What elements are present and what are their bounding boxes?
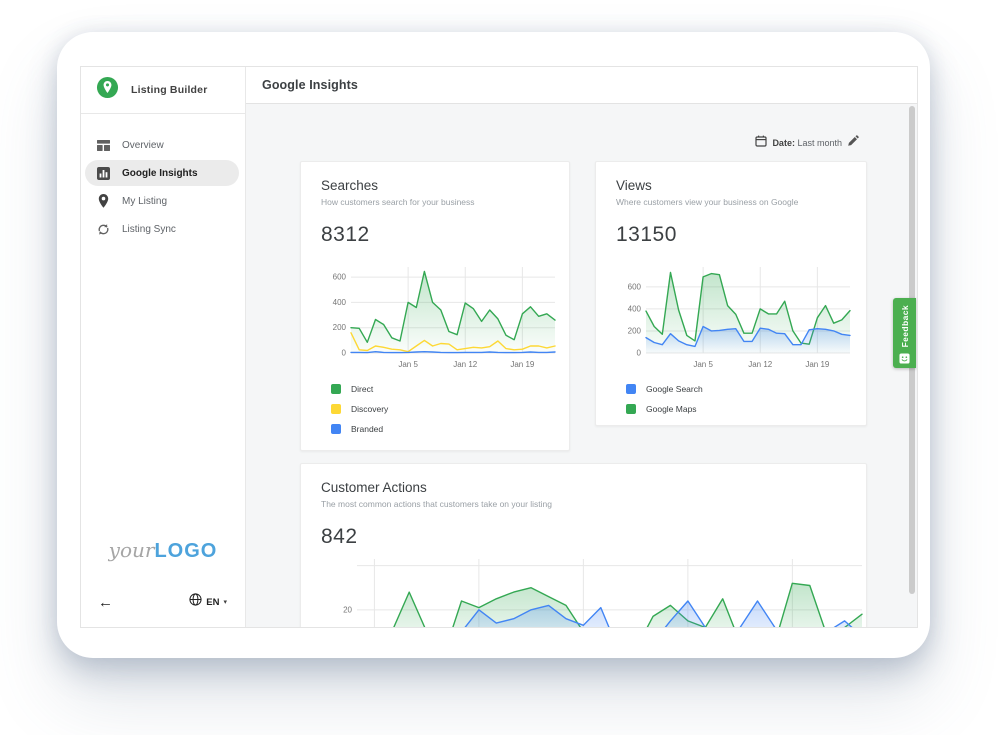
feedback-label: Feedback <box>899 305 910 348</box>
customer-actions-total: 842 <box>321 525 358 548</box>
svg-text:400: 400 <box>628 304 642 313</box>
app-window: Listing Builder Overview Google Insights <box>57 32 930 658</box>
feedback-smiley-icon <box>899 351 910 369</box>
svg-text:200: 200 <box>333 323 347 332</box>
content: Date: Last month Searches How customers … <box>246 104 917 627</box>
legend-swatch <box>331 384 341 394</box>
sidebar-nav: Overview Google Insights My Listing <box>81 114 245 244</box>
logo-prefix: your <box>108 538 155 562</box>
legend-item: Branded <box>331 419 549 439</box>
card-subtitle: How customers search for your business <box>321 197 475 207</box>
views-chart: 0 200 400 600 Jan 5 Jan 12 Jan 19 <box>628 267 851 369</box>
svg-text:Jan 12: Jan 12 <box>748 360 773 369</box>
svg-text:400: 400 <box>333 298 347 307</box>
legend-label: Google Maps <box>646 404 697 414</box>
views-total: 13150 <box>616 223 677 246</box>
language-code: EN <box>206 596 220 608</box>
legend-item: Google Search <box>626 379 846 399</box>
footer-row: ← EN ▾ <box>81 593 245 611</box>
sidebar-item-label: My Listing <box>122 195 168 207</box>
svg-text:200: 200 <box>628 326 642 335</box>
app-frame: Listing Builder Overview Google Insights <box>80 66 918 628</box>
card-subtitle: Where customers view your business on Go… <box>616 197 799 207</box>
sidebar-footer: yourLOGO ← EN ▾ <box>81 538 245 627</box>
date-label: Date: <box>772 138 795 148</box>
page-title: Google Insights <box>262 78 358 92</box>
svg-text:Jan 5: Jan 5 <box>398 360 418 369</box>
legend-item: Google Maps <box>626 399 846 419</box>
svg-text:0: 0 <box>342 349 347 358</box>
card-customer-actions: Customer Actions The most common actions… <box>300 463 867 627</box>
searches-legend: Direct Discovery Branded <box>331 379 549 439</box>
card-title: Views <box>616 178 652 193</box>
date-value: Last month <box>797 138 842 148</box>
svg-text:Jan 5: Jan 5 <box>693 360 713 369</box>
brand-label: Listing Builder <box>131 84 208 96</box>
svg-text:Jan 19: Jan 19 <box>510 360 535 369</box>
svg-text:600: 600 <box>333 273 347 282</box>
logo: yourLOGO <box>81 538 245 563</box>
calendar-icon <box>755 134 768 152</box>
sidebar-item-my-listing[interactable]: My Listing <box>85 188 239 214</box>
card-searches: Searches How customers search for your b… <box>300 161 570 451</box>
svg-text:20: 20 <box>343 605 352 614</box>
chevron-down-icon: ▾ <box>223 599 227 606</box>
customer-actions-chart: 20 <box>343 559 863 627</box>
legend-label: Direct <box>351 384 374 394</box>
svg-text:0: 0 <box>637 349 642 358</box>
logo-main: LOGO <box>154 540 218 562</box>
card-title: Searches <box>321 178 379 193</box>
main: Google Insights Date: Last month Searche… <box>246 67 917 627</box>
legend-item: Direct <box>331 379 549 399</box>
page-header: Google Insights <box>246 67 917 104</box>
language-selector[interactable]: EN ▾ <box>189 593 227 611</box>
brand: Listing Builder <box>81 67 245 114</box>
card-subtitle: The most common actions that customers t… <box>321 499 553 509</box>
sync-icon <box>96 223 110 236</box>
map-pin-badge-icon <box>96 76 119 104</box>
sidebar-item-overview[interactable]: Overview <box>85 132 239 158</box>
legend-swatch <box>626 384 636 394</box>
sidebar-item-google-insights[interactable]: Google Insights <box>85 160 239 186</box>
searches-chart: 0 200 400 600 Jan 5 Jan 12 Jan 19 <box>333 267 556 369</box>
legend-item: Discovery <box>331 399 549 419</box>
feedback-tab[interactable]: Feedback <box>893 298 916 368</box>
edit-pencil-icon[interactable] <box>847 134 859 152</box>
legend-label: Google Search <box>646 384 703 394</box>
legend-swatch <box>331 404 341 414</box>
sidebar-item-label: Overview <box>122 139 164 151</box>
map-pin-icon <box>96 194 110 208</box>
sidebar-item-listing-sync[interactable]: Listing Sync <box>85 216 239 242</box>
date-text: Date: Last month <box>772 138 842 148</box>
views-legend: Google Search Google Maps <box>626 379 846 419</box>
svg-text:Jan 19: Jan 19 <box>805 360 830 369</box>
legend-swatch <box>626 404 636 414</box>
back-arrow-icon[interactable]: ← <box>98 593 113 611</box>
sidebar-item-label: Google Insights <box>122 167 198 179</box>
card-title: Customer Actions <box>321 480 427 495</box>
svg-text:Jan 12: Jan 12 <box>453 360 478 369</box>
legend-swatch <box>331 424 341 434</box>
card-views: Views Where customers view your business… <box>595 161 867 426</box>
date-selector[interactable]: Date: Last month <box>755 134 859 152</box>
sidebar-item-label: Listing Sync <box>122 223 176 235</box>
svg-text:600: 600 <box>628 282 642 291</box>
legend-label: Branded <box>351 424 384 434</box>
legend-label: Discovery <box>351 404 389 414</box>
bar-chart-icon <box>96 166 110 180</box>
searches-total: 8312 <box>321 223 370 246</box>
globe-icon <box>189 593 202 611</box>
dashboard-icon <box>96 139 110 151</box>
sidebar: Listing Builder Overview Google Insights <box>81 67 246 627</box>
